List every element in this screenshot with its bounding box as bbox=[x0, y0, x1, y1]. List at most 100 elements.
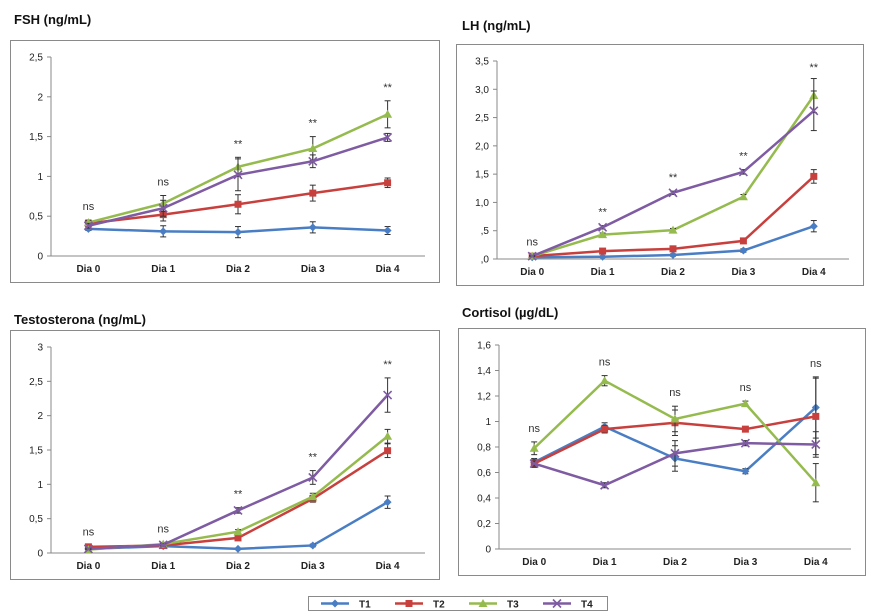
y-tick-label: 0,8 bbox=[477, 443, 491, 454]
y-tick-label: 2,5 bbox=[29, 53, 43, 64]
data-point bbox=[308, 492, 318, 501]
x-tick-label: Dia 3 bbox=[733, 557, 757, 568]
data-point bbox=[234, 228, 242, 237]
legend-item-t1: T1 bbox=[321, 599, 371, 611]
data-point bbox=[741, 425, 749, 433]
data-point bbox=[233, 170, 243, 180]
x-tick-label: Dia 3 bbox=[301, 264, 325, 275]
data-point bbox=[670, 414, 680, 423]
data-point bbox=[83, 221, 93, 231]
significance-label: ns bbox=[669, 387, 681, 399]
data-point bbox=[811, 478, 821, 487]
y-tick-label: 1,2 bbox=[477, 392, 491, 403]
x-tick-label: Dia 1 bbox=[591, 267, 615, 278]
x-tick-label: Dia 2 bbox=[661, 267, 685, 278]
legend-label: T3 bbox=[507, 600, 519, 611]
significance-label: ** bbox=[383, 359, 392, 371]
significance-label: ** bbox=[234, 489, 243, 501]
data-point bbox=[83, 544, 93, 554]
data-point bbox=[598, 230, 608, 239]
x-tick-label: Dia 0 bbox=[520, 267, 544, 278]
y-tick-label: 1,6 bbox=[477, 341, 491, 352]
legend-item-t2: T2 bbox=[395, 600, 445, 611]
lh-chart-svg: ,0 ,5 1,0 1,5 2,0 2,5 3,0 3,5 Dia 0 Dia 1 Dia 2 Dia… bbox=[475, 57, 849, 278]
data-point bbox=[740, 438, 750, 448]
data-point bbox=[383, 390, 393, 400]
data-point bbox=[233, 505, 243, 515]
data-point bbox=[812, 412, 820, 420]
data-point bbox=[809, 222, 818, 231]
data-point bbox=[383, 226, 392, 235]
y-tick-label: 3,5 bbox=[475, 57, 489, 68]
data-point bbox=[601, 425, 609, 433]
data-point bbox=[738, 192, 748, 201]
data-point bbox=[600, 376, 610, 385]
data-point bbox=[669, 245, 677, 253]
data-point bbox=[598, 222, 608, 232]
data-point bbox=[158, 203, 168, 213]
x-tick-label: Dia 2 bbox=[226, 264, 250, 275]
y-tick-label: 0 bbox=[485, 545, 491, 556]
x-tick-label: Dia 4 bbox=[376, 561, 400, 572]
legend-marker bbox=[405, 600, 413, 607]
series-t3 bbox=[529, 375, 821, 503]
data-point bbox=[670, 448, 680, 458]
x-tick-label: Dia 0 bbox=[76, 264, 100, 275]
data-point bbox=[529, 459, 539, 469]
data-point bbox=[159, 227, 168, 236]
y-tick-label: 1,0 bbox=[475, 198, 489, 209]
fsh-chart-title: FSH (ng/mL) bbox=[14, 12, 92, 27]
data-point bbox=[308, 144, 318, 153]
y-tick-label: 2,5 bbox=[475, 113, 489, 124]
legend-label: T4 bbox=[581, 600, 593, 611]
significance-label: ** bbox=[309, 452, 318, 464]
cortisol-chart-svg: 0 0,2 0,4 0,6 0,8 1 1,2 1,4 1,6 Dia 0 Dia 1 Dia 2 Di… bbox=[477, 341, 851, 568]
y-tick-label: 2,0 bbox=[475, 141, 489, 152]
y-tick-label: 1,5 bbox=[475, 170, 489, 181]
data-point bbox=[739, 246, 748, 255]
series-t4 bbox=[83, 377, 393, 554]
y-tick-label: 3,0 bbox=[475, 85, 489, 96]
series-t4 bbox=[529, 431, 821, 490]
significance-label: ns bbox=[528, 423, 540, 435]
data-point bbox=[308, 472, 318, 483]
data-point bbox=[383, 498, 392, 507]
y-tick-label: 0,5 bbox=[29, 212, 43, 223]
x-tick-label: Dia 3 bbox=[301, 561, 325, 572]
data-point bbox=[308, 541, 317, 550]
data-point bbox=[599, 247, 607, 255]
y-tick-label: ,0 bbox=[481, 255, 490, 266]
fsh-chart: 0 0,5 1 1,5 2 2,5 Dia 0 Dia 1 Dia 2 Dia 3 Dia 4 ns n… bbox=[10, 40, 440, 283]
legend-marker bbox=[552, 598, 562, 609]
testosterona-chart-svg: 0 0,5 1 1,5 2 2,5 3 Dia 0 Dia 1 Dia 2 Dia 3 Dia 4 ns… bbox=[29, 343, 425, 572]
y-tick-label: 1,5 bbox=[29, 446, 43, 457]
y-tick-label: 2,5 bbox=[29, 377, 43, 388]
data-point bbox=[738, 167, 748, 177]
x-tick-label: Dia 0 bbox=[522, 557, 546, 568]
x-tick-label: Dia 4 bbox=[802, 267, 826, 278]
x-tick-label: Dia 2 bbox=[663, 557, 687, 568]
data-point bbox=[233, 527, 243, 536]
legend-marker bbox=[478, 599, 488, 607]
significance-label: ns bbox=[83, 201, 95, 213]
significance-label: ** bbox=[383, 82, 392, 94]
significance-label: ** bbox=[234, 138, 243, 150]
y-tick-label: 0 bbox=[37, 252, 43, 263]
data-point bbox=[158, 540, 168, 550]
data-point bbox=[383, 431, 393, 440]
significance-label: ns bbox=[599, 357, 611, 369]
data-point bbox=[529, 443, 539, 452]
testosterona-chart: 0 0,5 1 1,5 2 2,5 3 Dia 0 Dia 1 Dia 2 Dia 3 Dia 4 ns… bbox=[10, 330, 440, 580]
legend-item-t4: T4 bbox=[543, 598, 593, 611]
y-tick-label: 3 bbox=[37, 343, 43, 354]
data-point bbox=[668, 188, 678, 198]
y-tick-label: 1 bbox=[37, 172, 43, 183]
data-point bbox=[598, 252, 607, 261]
data-point bbox=[811, 439, 821, 450]
data-point bbox=[669, 251, 677, 260]
cortisol-chart-title: Cortisol (µg/dL) bbox=[462, 305, 559, 320]
data-point bbox=[668, 225, 678, 234]
legend-item-t3: T3 bbox=[469, 599, 519, 611]
x-tick-label: Dia 4 bbox=[376, 264, 400, 275]
data-point bbox=[309, 189, 317, 197]
